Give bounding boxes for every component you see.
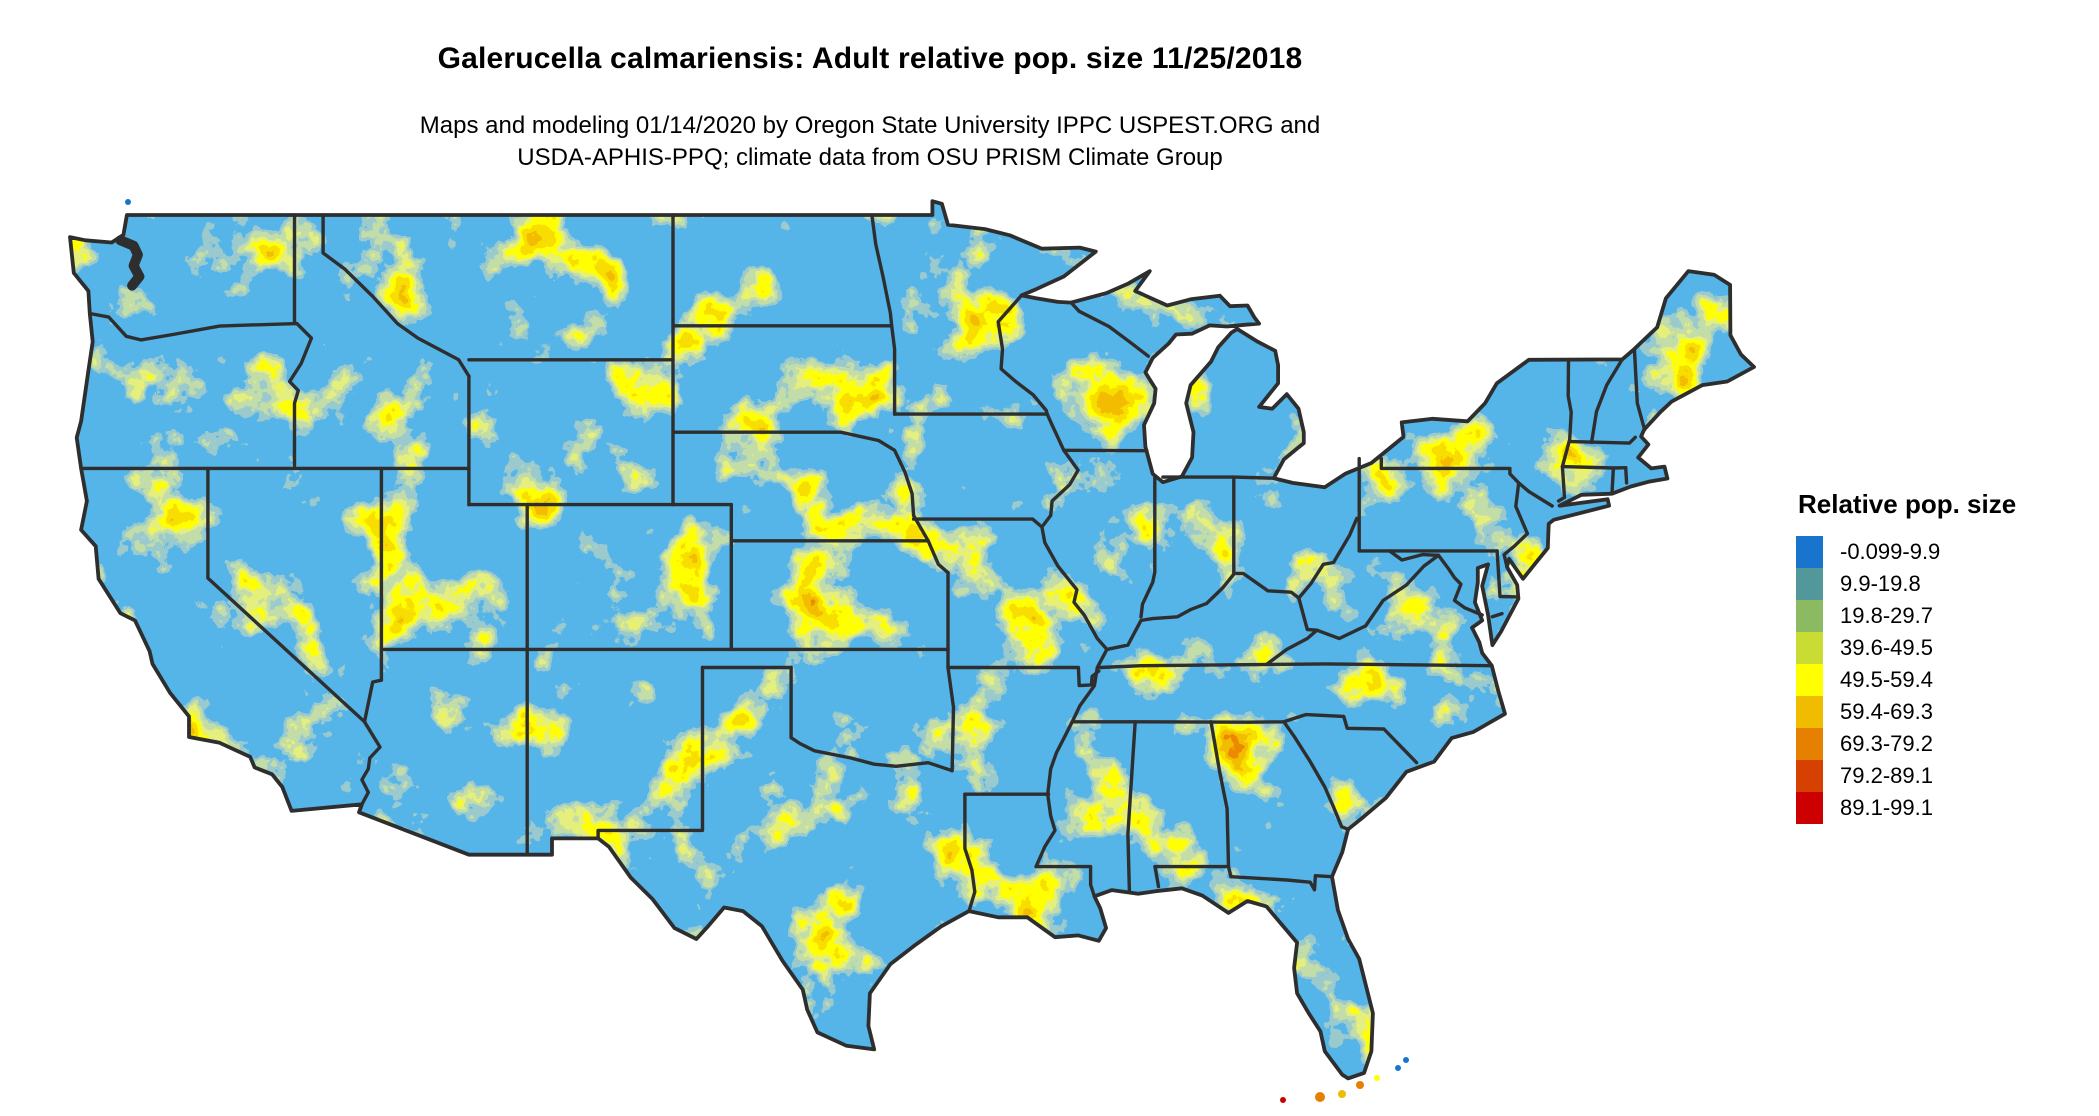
island-chip xyxy=(1395,1065,1401,1071)
state-border-line xyxy=(926,539,950,575)
state-border-line xyxy=(1105,516,1359,652)
state-border-line xyxy=(1069,300,1151,358)
legend-item: 49.5-59.4 xyxy=(1796,664,2016,696)
legend-item: 79.2-89.1 xyxy=(1796,760,2016,792)
legend-swatch xyxy=(1796,600,1823,632)
legend-label: 49.5-59.4 xyxy=(1840,667,1933,692)
state-border-line xyxy=(360,720,382,806)
legend-items: -0.099-9.9 9.9-19.8 19.8-29.7 39.6-49.5 49.5… xyxy=(1796,536,2016,824)
legend-item: 19.8-29.7 xyxy=(1796,600,2016,632)
state-border-line xyxy=(1153,864,1161,889)
state-border-line xyxy=(1034,647,1109,869)
legend-swatch xyxy=(1796,536,1823,568)
legend-label: 39.6-49.5 xyxy=(1840,635,1933,660)
state-border-line xyxy=(1632,347,1647,432)
island-chips xyxy=(125,199,1409,1103)
state-border-line xyxy=(963,792,977,913)
legend-item: 69.3-79.2 xyxy=(1796,728,2016,760)
puget-sound-inlets xyxy=(115,235,145,291)
legend-swatch xyxy=(1796,792,1823,824)
state-borders xyxy=(79,213,1647,913)
state-border-line xyxy=(1126,720,1137,893)
legend-label: 9.9-19.8 xyxy=(1840,571,1921,596)
state-border-line xyxy=(1098,662,1494,670)
legend-label: 59.4-69.3 xyxy=(1840,699,1933,724)
legend-item: 59.4-69.3 xyxy=(1796,696,2016,728)
state-border-line xyxy=(996,293,1049,416)
state-border-line xyxy=(911,517,1044,529)
state-border-line xyxy=(1246,712,1419,765)
legend-item: -0.099-9.9 xyxy=(1796,536,2016,568)
legend-swatch xyxy=(1796,760,1823,792)
map-legend: Relative pop. size -0.099-9.9 9.9-19.8 19.… xyxy=(1796,489,2016,824)
legend-item: 89.1-99.1 xyxy=(1796,792,2016,824)
legend-swatch xyxy=(1796,696,1823,728)
legend-label: 79.2-89.1 xyxy=(1840,763,1933,788)
state-border-line xyxy=(1490,611,1504,619)
island-chip xyxy=(1403,1057,1409,1063)
state-border-line xyxy=(1034,864,1097,898)
legend-swatch xyxy=(1796,728,1823,760)
map-subtitle-line2: USDA-APHIS-PPQ; climate data from OSU PR… xyxy=(517,144,1223,171)
legend-label: -0.099-9.9 xyxy=(1840,539,1941,564)
us-coastline-outline xyxy=(68,199,1756,1081)
legend-item: 39.6-49.5 xyxy=(1796,632,2016,664)
island-chip xyxy=(1338,1090,1346,1098)
legend-label: 69.3-79.2 xyxy=(1840,731,1933,756)
state-border-line xyxy=(1153,864,1334,892)
state-border-line xyxy=(1560,464,1628,470)
state-border-line xyxy=(1265,628,1319,666)
state-border-line xyxy=(362,466,384,724)
state-border-line xyxy=(1495,549,1521,599)
state-border-line xyxy=(1040,412,1109,652)
state-border-line xyxy=(1556,358,1573,503)
state-border-line xyxy=(596,665,705,841)
island-chip xyxy=(1374,1075,1380,1081)
state-border-line xyxy=(1139,475,1157,619)
state-border-line xyxy=(206,466,367,724)
island-chip xyxy=(1315,1092,1325,1102)
legend-item: 9.9-19.8 xyxy=(1796,568,2016,600)
state-border-line xyxy=(946,647,956,773)
state-border-line xyxy=(321,213,471,378)
state-border-line xyxy=(1297,596,1319,632)
legend-title: Relative pop. size xyxy=(1798,489,2017,519)
state-border-line xyxy=(88,311,299,342)
state-border-line xyxy=(1315,553,1441,641)
state-border-line xyxy=(1589,357,1624,444)
state-border-line xyxy=(946,665,1101,688)
state-border-line xyxy=(1623,466,1629,485)
map-subtitle-line1: Maps and modeling 01/14/2020 by Oregon S… xyxy=(419,112,1321,139)
state-border-line xyxy=(1502,481,1530,569)
legend-swatch xyxy=(1796,632,1823,664)
page-title: Galerucella calmariensis: Adult relative… xyxy=(437,42,1303,75)
legend-label: 19.8-29.7 xyxy=(1840,603,1933,628)
state-border-line xyxy=(287,321,314,471)
legend-label: 89.1-99.1 xyxy=(1840,795,1933,820)
state-border-line xyxy=(1387,549,1484,617)
state-border-line xyxy=(671,430,930,543)
state-border-line xyxy=(1610,466,1616,495)
state-border-line xyxy=(1282,720,1350,831)
island-chip xyxy=(125,199,131,205)
legend-swatch xyxy=(1796,568,1823,600)
state-border-line xyxy=(1209,720,1231,869)
state-border-line xyxy=(1379,456,1531,494)
state-border-line xyxy=(870,213,897,416)
legend-swatch xyxy=(1796,664,1823,696)
state-border-line xyxy=(789,665,954,773)
state-border-line xyxy=(1161,475,1276,480)
island-chip xyxy=(1280,1097,1286,1103)
state-border-line xyxy=(1527,489,1554,508)
island-chip xyxy=(1356,1081,1364,1089)
